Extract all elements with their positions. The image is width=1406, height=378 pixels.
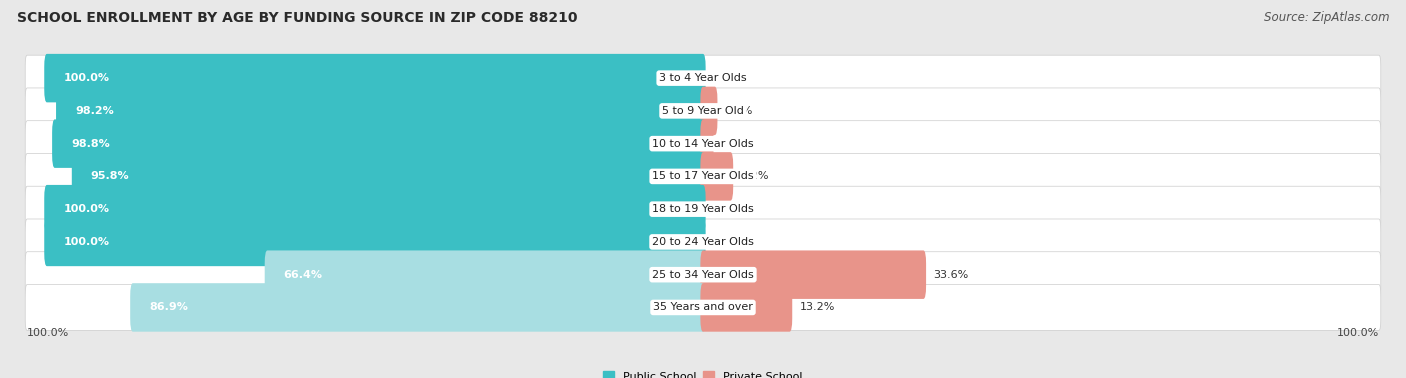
Text: 10 to 14 Year Olds: 10 to 14 Year Olds [652, 139, 754, 149]
FancyBboxPatch shape [25, 88, 1381, 134]
Text: 100.0%: 100.0% [63, 204, 110, 214]
Text: 33.6%: 33.6% [934, 270, 969, 280]
Text: 66.4%: 66.4% [284, 270, 323, 280]
FancyBboxPatch shape [44, 185, 706, 233]
FancyBboxPatch shape [72, 152, 706, 201]
FancyBboxPatch shape [44, 218, 706, 266]
Text: 13.2%: 13.2% [800, 302, 835, 313]
Text: 86.9%: 86.9% [149, 302, 188, 313]
FancyBboxPatch shape [25, 285, 1381, 330]
FancyBboxPatch shape [25, 186, 1381, 232]
FancyBboxPatch shape [25, 55, 1381, 101]
Text: 0.0%: 0.0% [713, 204, 741, 214]
FancyBboxPatch shape [264, 251, 706, 299]
FancyBboxPatch shape [700, 283, 792, 332]
Text: 95.8%: 95.8% [91, 171, 129, 181]
Text: 20 to 24 Year Olds: 20 to 24 Year Olds [652, 237, 754, 247]
FancyBboxPatch shape [700, 152, 733, 201]
Text: 0.0%: 0.0% [713, 237, 741, 247]
FancyBboxPatch shape [25, 252, 1381, 297]
Text: 25 to 34 Year Olds: 25 to 34 Year Olds [652, 270, 754, 280]
Text: 100.0%: 100.0% [63, 73, 110, 83]
FancyBboxPatch shape [700, 119, 713, 168]
Text: 15 to 17 Year Olds: 15 to 17 Year Olds [652, 171, 754, 181]
Text: 100.0%: 100.0% [63, 237, 110, 247]
Text: SCHOOL ENROLLMENT BY AGE BY FUNDING SOURCE IN ZIP CODE 88210: SCHOOL ENROLLMENT BY AGE BY FUNDING SOUR… [17, 11, 578, 25]
FancyBboxPatch shape [700, 251, 927, 299]
FancyBboxPatch shape [56, 87, 706, 135]
Text: Source: ZipAtlas.com: Source: ZipAtlas.com [1264, 11, 1389, 24]
Text: 98.8%: 98.8% [72, 139, 110, 149]
FancyBboxPatch shape [25, 121, 1381, 167]
Text: 100.0%: 100.0% [27, 328, 69, 338]
FancyBboxPatch shape [131, 283, 706, 332]
Text: 35 Years and over: 35 Years and over [652, 302, 754, 313]
Text: 0.0%: 0.0% [713, 73, 741, 83]
Text: 3 to 4 Year Olds: 3 to 4 Year Olds [659, 73, 747, 83]
Text: 100.0%: 100.0% [1337, 328, 1379, 338]
Legend: Public School, Private School: Public School, Private School [603, 371, 803, 378]
FancyBboxPatch shape [52, 119, 706, 168]
FancyBboxPatch shape [700, 87, 717, 135]
Text: 1.2%: 1.2% [721, 139, 749, 149]
Text: 4.2%: 4.2% [741, 171, 769, 181]
FancyBboxPatch shape [25, 153, 1381, 199]
FancyBboxPatch shape [44, 54, 706, 102]
Text: 1.8%: 1.8% [724, 106, 754, 116]
Text: 98.2%: 98.2% [75, 106, 114, 116]
Text: 5 to 9 Year Old: 5 to 9 Year Old [662, 106, 744, 116]
FancyBboxPatch shape [25, 219, 1381, 265]
Text: 18 to 19 Year Olds: 18 to 19 Year Olds [652, 204, 754, 214]
